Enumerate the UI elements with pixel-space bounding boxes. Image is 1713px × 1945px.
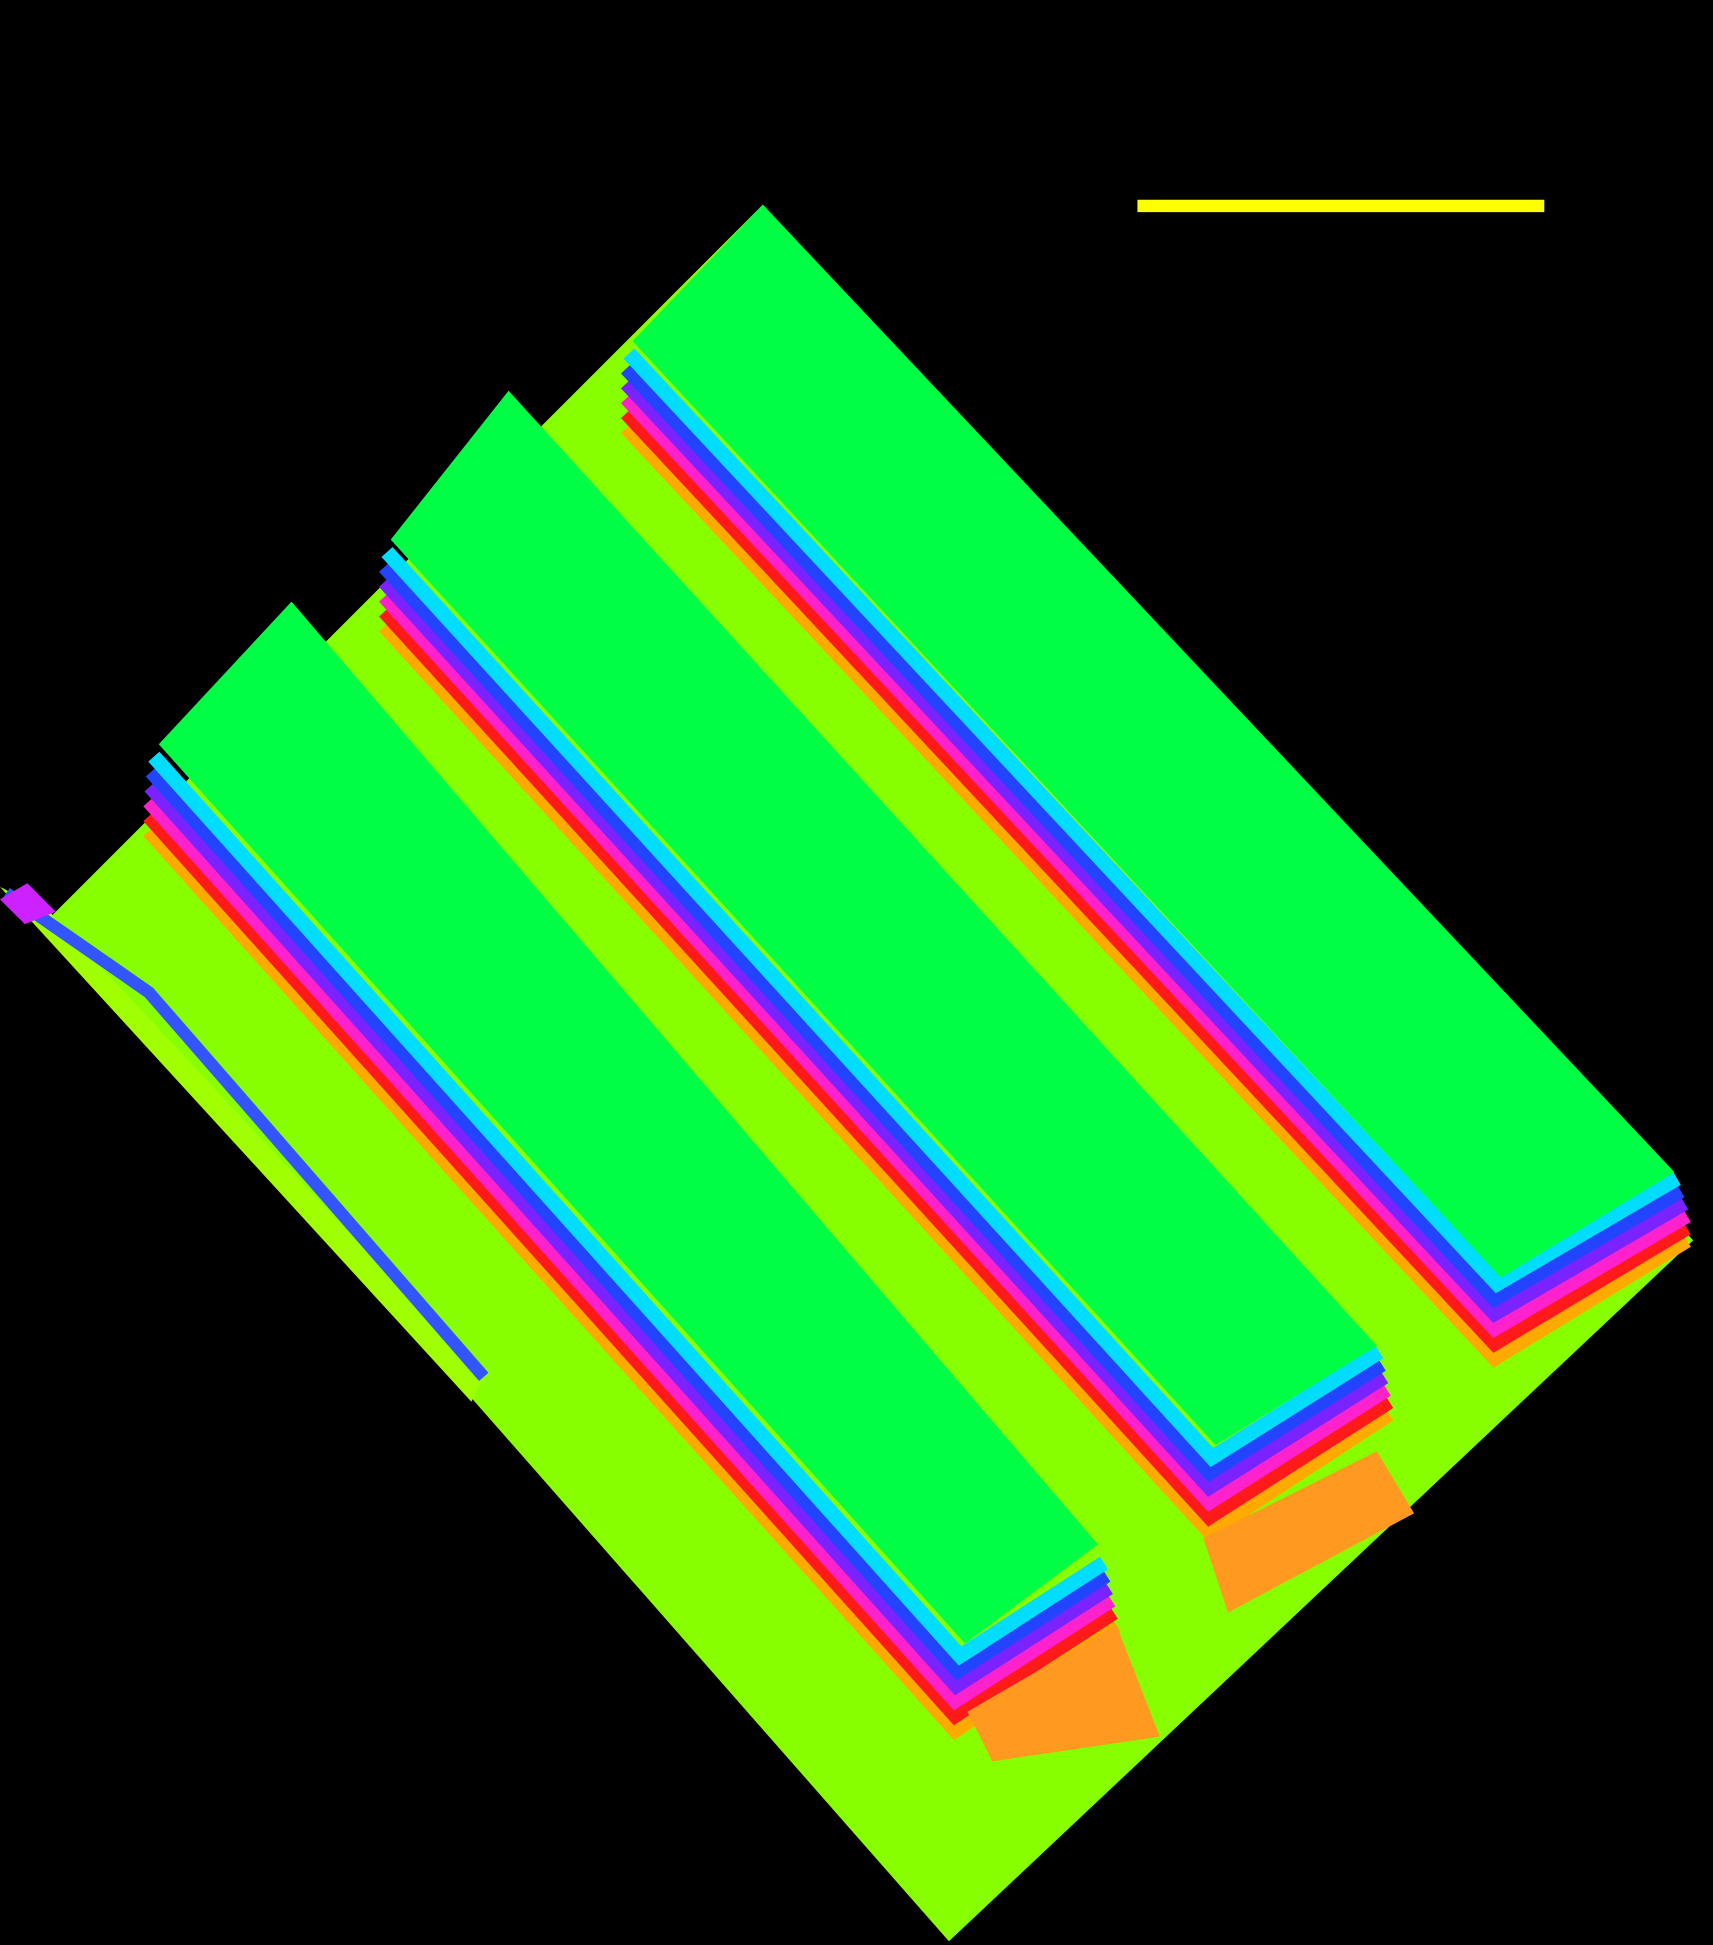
ridge-band <box>379 621 1394 1542</box>
ridge-band <box>620 378 1689 1324</box>
ridge-band <box>381 546 1384 1468</box>
ridge-band <box>620 422 1691 1368</box>
ridge-band <box>148 751 1109 1666</box>
ridge-band <box>379 561 1386 1482</box>
ridge-band <box>379 591 1391 1512</box>
left-edge <box>0 886 484 1402</box>
ridge-2 <box>379 390 1394 1542</box>
ridge-band <box>145 766 1111 1681</box>
ridge-1 <box>143 601 1121 1741</box>
corner <box>0 883 56 925</box>
ridge-3 <box>620 204 1691 1368</box>
ridge-band <box>620 393 1691 1338</box>
ridge-band <box>143 811 1118 1726</box>
ridge-top <box>158 601 1098 1644</box>
ridge-band <box>143 796 1116 1711</box>
ridge-band <box>144 781 1113 1696</box>
ridge-band <box>620 407 1691 1353</box>
ridge-band <box>623 348 1681 1294</box>
debris <box>967 1624 1160 1762</box>
ridge-band <box>379 576 1389 1497</box>
ridge-band <box>620 363 1685 1309</box>
ridge-top <box>632 204 1675 1278</box>
ridge-top <box>390 390 1377 1446</box>
edge-line <box>2 888 489 1381</box>
debris <box>1203 1451 1415 1613</box>
ridge-band <box>379 606 1394 1527</box>
